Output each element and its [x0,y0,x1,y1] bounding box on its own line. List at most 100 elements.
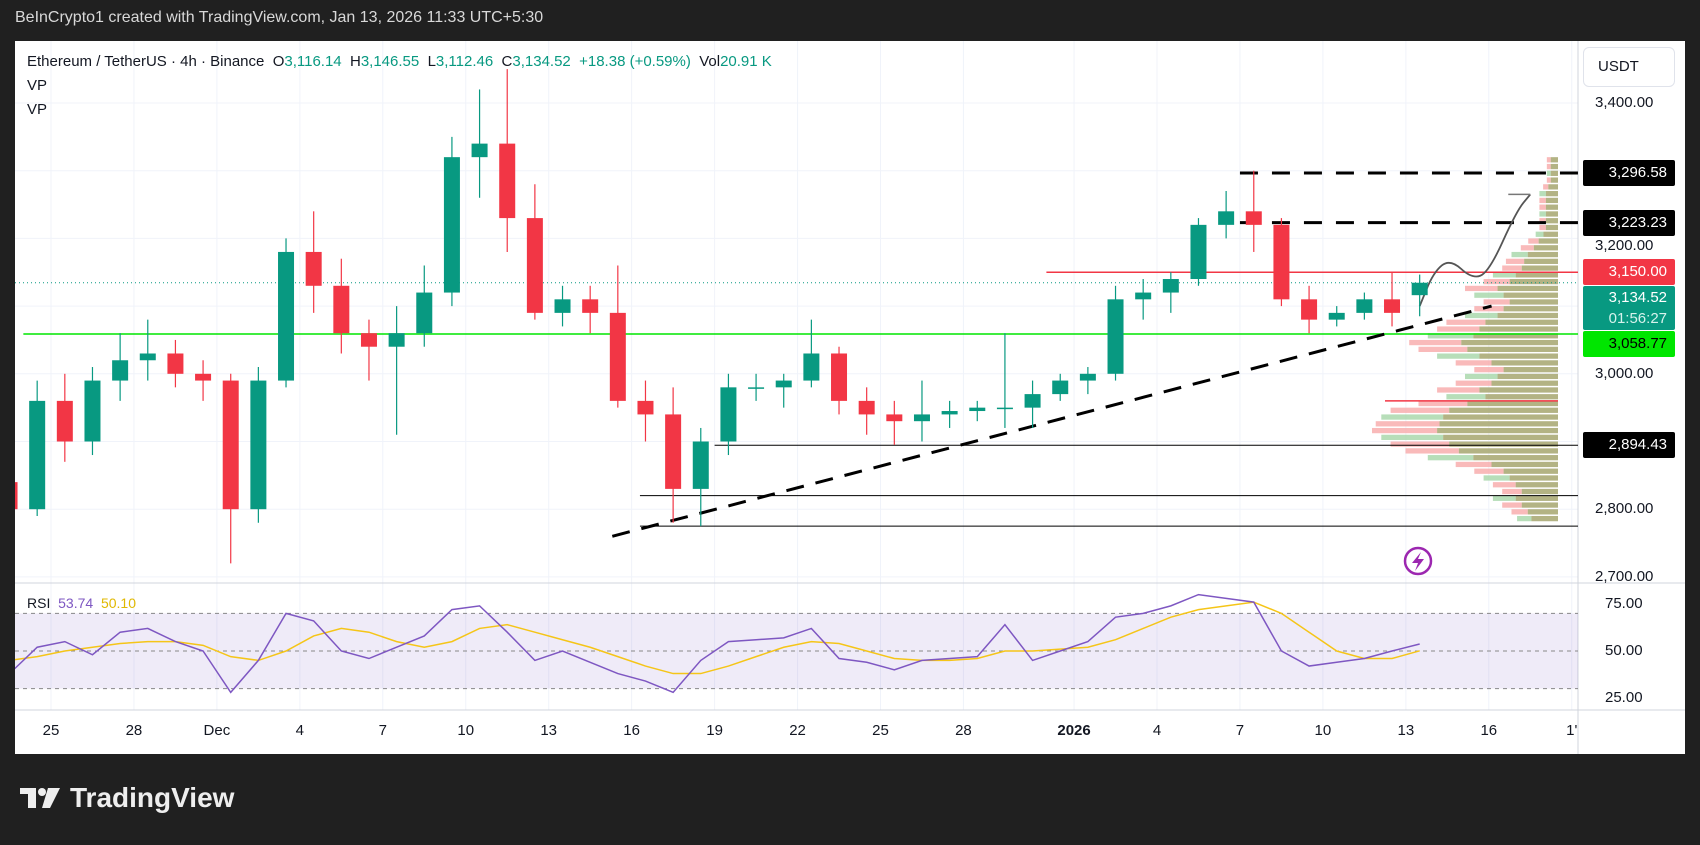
time-axis-label: 16 [1480,722,1498,739]
volume-profile-bar [1461,339,1558,346]
candle-body [1079,373,1096,381]
time-axis-label: 13 [540,722,558,739]
time-axis-label: 28 [125,722,143,739]
currency-button[interactable]: USDT [1583,47,1675,87]
volume-profile-bar [1535,231,1544,237]
rsi-value: 53.74 [58,595,94,611]
candle-body [1411,282,1428,296]
bar-countdown: 01:56:27 [1608,310,1667,328]
rsi-line [15,593,1420,694]
time-axis-label: 19 [706,722,723,739]
candle-body [913,414,930,422]
time-axis-label: 4 [1152,722,1162,739]
volume-profile-bar [1539,218,1546,224]
candle-body [195,373,212,381]
price-label: 3,134.52 01:56:27 [1583,286,1675,331]
volume-profile-bar [1515,482,1558,488]
candle-body [1356,299,1373,313]
volume-profile-bar [1509,475,1558,481]
candle-body [1328,312,1345,320]
volume-profile-bar [1524,258,1558,264]
time-axis-label: 28 [955,722,972,739]
volume-profile-bar [1372,427,1438,434]
volume-profile-bar [1505,258,1525,264]
rsi-ma-value: 50.10 [100,595,136,611]
candle-body [803,353,820,381]
price-chart[interactable] [15,41,1685,754]
rsi-axis-label: 50.00 [1605,642,1643,659]
price-label: 3,296.58 [1583,160,1675,186]
volume-profile-bar [1546,157,1551,163]
volume-profile-bar [1502,265,1522,271]
close-label: C [501,53,513,70]
volume-profile-bar [1449,441,1558,447]
volume-profile-bar [1390,441,1450,447]
candle-body [333,285,350,334]
time-axis-label: 7 [1235,722,1245,739]
lightning-icon[interactable] [1403,546,1433,576]
volume-profile-bar [1515,272,1558,278]
time-axis-label: Dec [203,722,231,739]
volume-profile-bar [1479,326,1558,332]
volume-profile-bar [1509,299,1558,305]
rsi-legend[interactable]: RSI 53.74 50.10 [27,595,136,611]
volume-profile-bar [1509,279,1558,285]
price-axis-label: 3,200.00 [1595,236,1654,254]
volume-profile-bar [1550,170,1558,176]
candle-body [831,353,848,401]
candle-body [305,251,322,286]
volume-profile-bar [1437,353,1480,359]
volume-profile-bar [1467,400,1558,407]
time-axis-label: 10 [457,722,475,739]
volume-profile-bar [1502,488,1522,495]
symbol-name[interactable]: Ethereum / TetherUS · 4h · Binance [27,53,265,70]
time-axis-label: 7 [378,722,387,739]
candle-body [1190,224,1207,280]
rsi-ma-line [15,601,1420,675]
volume-profile-bar [1539,224,1546,231]
price-axis-label: 2,800.00 [1595,500,1654,518]
time-axis-label: 25 [42,722,60,739]
volume-profile-bar [1443,434,1558,440]
indicator-vp-2[interactable]: VP [27,101,48,118]
rsi-axis-label: 75.00 [1605,595,1643,612]
candle-body [360,333,377,347]
volume-profile-bar [1473,333,1558,339]
volume-profile-bar [1539,191,1546,197]
chart-frame[interactable]: Ethereum / TetherUS · 4h · Binance O3,11… [15,41,1685,754]
volume-profile-bar [1521,502,1558,508]
volume-profile-bar [1455,380,1492,386]
candle-body [1162,279,1179,293]
tradingview-logo[interactable]: TradingView [20,782,234,814]
candle-body [775,380,792,388]
volume-profile-bar [1409,339,1462,346]
tradingview-logo-icon [20,788,60,808]
candle-body [1024,394,1041,408]
volume-profile-bar [1531,515,1558,522]
open-value: 3,116.14 [284,53,342,70]
candle-body [112,360,129,381]
volume-profile-bar [1497,373,1558,380]
volume-profile-bar [1491,360,1558,366]
candle-body [1384,299,1401,313]
volume-profile-bar [1546,177,1551,183]
price-label: 2,894.43 [1583,432,1675,459]
volume-profile-bar [1427,455,1474,461]
volume-profile-bar [1455,360,1492,366]
candle-body [471,143,488,158]
volume-profile-bar [1527,251,1558,258]
volume-profile-bar [1485,319,1558,325]
candle-body [499,143,516,219]
volume-profile-bar [1375,421,1440,427]
volume-profile-bar [1511,509,1528,515]
candle-body [886,414,903,422]
volume-profile-bar [1439,421,1558,427]
indicator-vp-1[interactable]: VP [27,77,48,94]
candle-body [969,407,986,412]
volume-profile-bar [1474,292,1504,298]
volume-profile-bar [1521,265,1558,271]
volume-profile-bar [1503,292,1558,298]
volume-profile-bar [1492,272,1516,278]
volume-profile-bar [1545,204,1558,210]
time-axis-label: 16 [623,722,640,739]
